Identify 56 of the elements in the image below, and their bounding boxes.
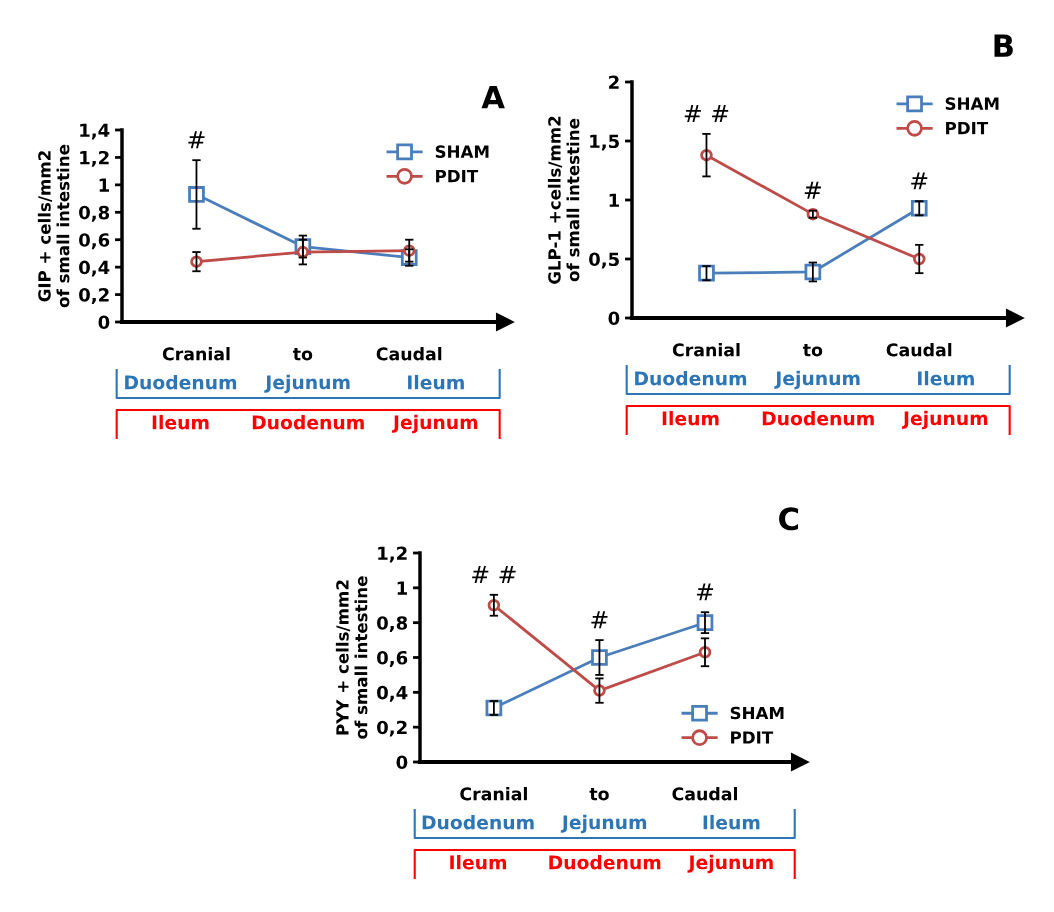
legend-label: PDIT — [436, 169, 479, 183]
y-tick-label: 0,8 — [377, 616, 408, 633]
x-tick-label: Caudal — [672, 787, 737, 801]
annotation: # — [804, 181, 821, 199]
y-tick-label: 1,2 — [378, 546, 407, 563]
legend-label: PDIT — [731, 731, 774, 744]
annotation: # — [696, 583, 714, 601]
y-axis-title: GIP + cells/mm2 of small intestine — [37, 144, 70, 308]
x-tick-label: Cranial — [672, 343, 740, 357]
y-axis-title: PYY + cells/mm2 of small intestine — [335, 576, 368, 739]
annotation: # — [591, 611, 608, 629]
y-tick-label: 0,4 — [79, 260, 110, 277]
x-tick-label: Cranial — [460, 787, 527, 801]
y-tick-label: 1,5 — [590, 134, 619, 151]
x-tick-label: Caudal — [886, 343, 952, 357]
text: Duodenum Jejunum Ileum — [422, 814, 760, 834]
y-tick-label: 0,4 — [377, 685, 408, 702]
point — [591, 649, 608, 666]
text: Duodenum Jejunum Ileum — [635, 370, 974, 390]
y-tick-label: 1 — [609, 193, 619, 207]
text: Duodenum Jejunum Ileum — [125, 374, 464, 394]
legend-label: SHAM — [435, 145, 489, 158]
x-tick-label: to — [802, 344, 823, 357]
y-tick-label: 1 — [99, 178, 109, 192]
y-tick-label: 0,6 — [79, 233, 110, 250]
y-tick-label: 0,2 — [79, 288, 109, 304]
annotation: # — [188, 131, 205, 149]
point — [188, 186, 205, 203]
y-tick-label: 0,8 — [79, 205, 110, 222]
y-tick-label: 0 — [98, 315, 110, 330]
chart-title: B — [994, 34, 1013, 57]
annotation: # # — [472, 566, 516, 583]
annotation: # — [911, 172, 928, 190]
y-tick-label: 1,2 — [80, 150, 109, 167]
y-tick-label: 0,5 — [589, 252, 619, 269]
x-tick-label: Cranial — [162, 347, 230, 361]
x-tick-label: Caudal — [376, 347, 442, 361]
text: Ileum Duodenum Jejunum — [152, 414, 478, 434]
y-tick-label: 0,2 — [377, 720, 407, 737]
y-axis-title: GLP-1 +cells/mm2 of small intestine — [547, 116, 580, 284]
x-tick-label: to — [589, 788, 609, 801]
y-tick-label: 1,4 — [80, 123, 110, 140]
y-tick-label: 0 — [608, 311, 620, 326]
y-tick-label: 2 — [609, 75, 619, 89]
chart-title: A — [481, 86, 505, 109]
legend-label: SHAM — [945, 97, 999, 110]
legend-label: SHAM — [730, 706, 784, 720]
y-tick-label: 0,6 — [377, 650, 408, 667]
y-tick-label: 1 — [397, 581, 407, 595]
x-tick-label: to — [292, 348, 313, 361]
text: Ileum Duodenum Jejunum — [662, 410, 988, 430]
chart-title: C — [779, 507, 799, 531]
annotation: # # — [684, 105, 729, 123]
text: Ileum Duodenum Jejunum — [450, 854, 773, 874]
y-tick-label: 0 — [396, 755, 408, 770]
legend-label: PDIT — [946, 121, 989, 135]
